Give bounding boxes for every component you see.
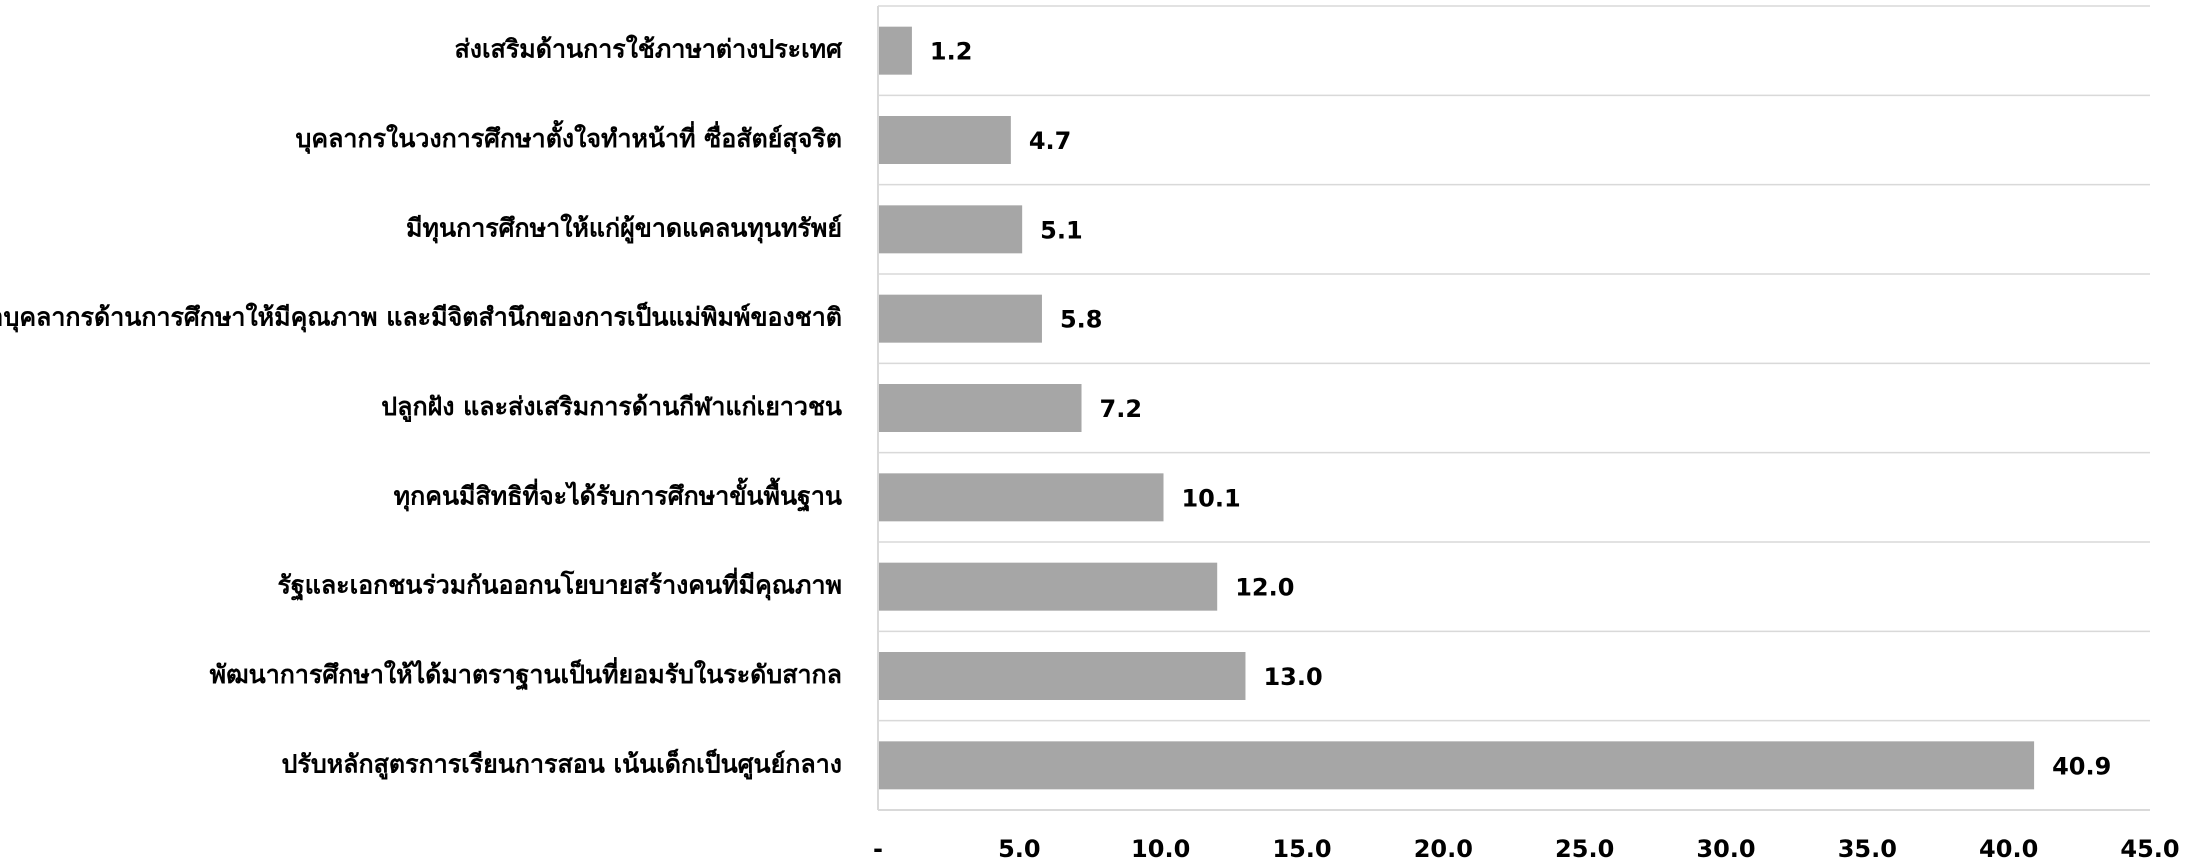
category-label: ปรับหลักสูตรการเรียนการสอน เน้นเด็กเป็นศ…	[282, 748, 842, 780]
data-label: 7.2	[1100, 395, 1143, 423]
category-label: ปลูกฝัง และส่งเสริมการด้านกีฬาแก่เยาวชน	[381, 392, 842, 423]
gridlines	[878, 5, 2150, 722]
x-tick-label: 10.0	[1131, 835, 1190, 863]
bar	[878, 473, 1164, 522]
x-tick-label: -	[873, 835, 883, 863]
x-tick-label: 25.0	[1555, 835, 1614, 863]
bar	[878, 562, 1218, 611]
data-label: 1.2	[930, 38, 973, 66]
data-label: 40.9	[2052, 752, 2111, 780]
data-label: 4.7	[1029, 127, 1072, 155]
category-label: รัฐและเอกชนร่วมกันออกนโยบายสร้างคนที่มีค…	[277, 568, 842, 602]
category-labels: ส่งเสริมด้านการใช้ภาษาต่างประเทศบุคลากรใ…	[0, 34, 843, 781]
data-label: 10.1	[1181, 484, 1240, 512]
bar	[878, 26, 912, 75]
category-label: พัฒนาบุคลากรด้านการศึกษาให้มีคุณภาพ และม…	[0, 302, 842, 334]
category-label: มีทุนการศึกษาให้แก่ผู้ขาดแคลนทุนทรัพย์	[406, 212, 842, 244]
category-label: บุคลากรในวงการศึกษาตั้งใจทำหน้าที่ ซื่อส…	[296, 119, 842, 155]
data-label: 13.0	[1263, 663, 1322, 691]
category-label: พัฒนาการศึกษาให้ได้มาตราฐานเป็นที่ยอมรับ…	[210, 657, 842, 691]
x-tick-label: 30.0	[1696, 835, 1755, 863]
x-tick-label: 40.0	[1979, 835, 2038, 863]
x-tick-label: 45.0	[2120, 835, 2179, 863]
data-label: 12.0	[1235, 574, 1294, 602]
x-tick-label: 15.0	[1272, 835, 1331, 863]
category-label: ส่งเสริมด้านการใช้ภาษาต่างประเทศ	[455, 34, 844, 64]
bar	[878, 294, 1042, 343]
data-label: 5.8	[1060, 306, 1103, 334]
value-labels: 1.2 4.7 5.1 5.8 7.2 10.1 12.0 13.0 40.9	[930, 38, 2111, 781]
bar	[878, 652, 1246, 700]
x-tick-label: 20.0	[1414, 835, 1473, 863]
bar	[878, 116, 1011, 164]
category-label: ทุกคนมีสิทธิที่จะได้รับการศึกษาขั้นพื้นฐ…	[394, 476, 842, 512]
bar	[878, 384, 1082, 432]
x-tick-label: 35.0	[1838, 835, 1897, 863]
bar	[878, 741, 2035, 790]
x-tick-label: 5.0	[998, 835, 1041, 863]
x-tick-labels: - 5.0 10.0 15.0 20.0 25.0 30.0 35.0 40.0 45.0	[873, 835, 2180, 863]
bars	[878, 26, 2035, 790]
bar	[878, 205, 1023, 254]
axes	[877, 6, 2150, 811]
data-label: 5.1	[1040, 216, 1083, 244]
